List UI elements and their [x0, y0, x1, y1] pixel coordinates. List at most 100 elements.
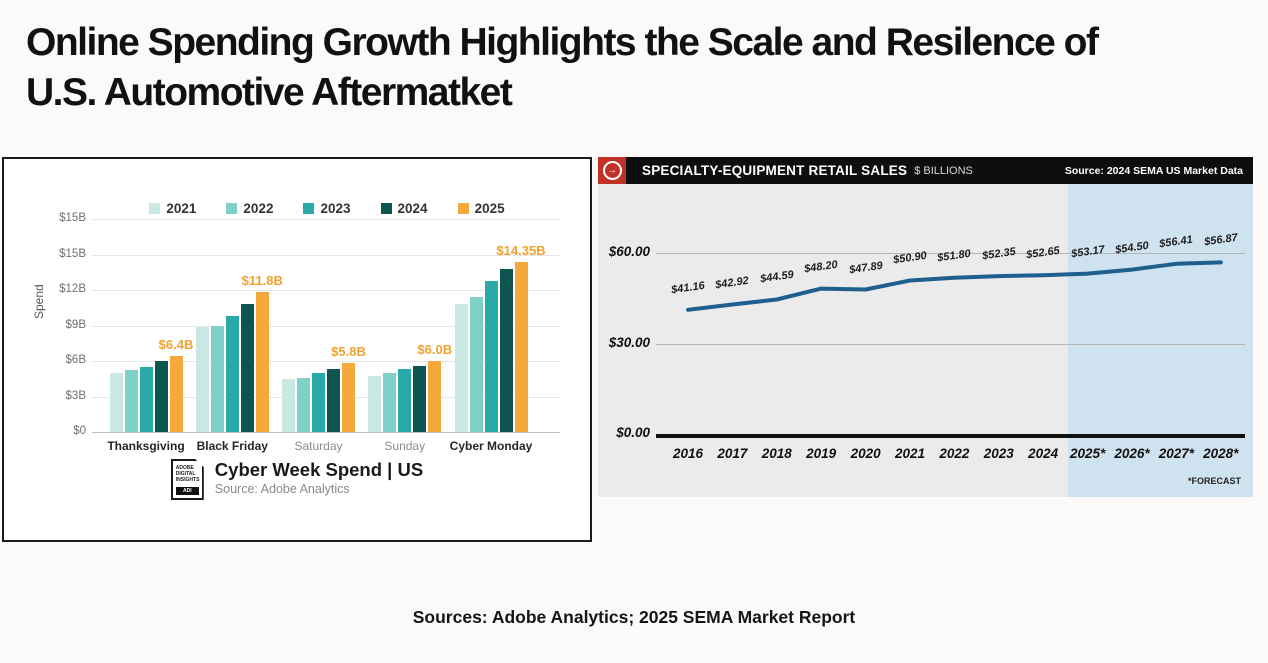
bar-value-label: $6.0B	[417, 342, 453, 357]
bar-2024	[499, 268, 513, 432]
bar-chart: $15B $15B $12B $9B $6B $3B $0 $6.4B Thanksgiving…	[4, 159, 590, 540]
y-tick-label: $15B	[59, 247, 86, 260]
forecast-note: *FORECAST	[1187, 476, 1241, 486]
bar-chart-footer: ADOBE DIGITAL INSIGHTS ADI Cyber Week Sp…	[4, 459, 590, 500]
legend-swatch	[149, 203, 161, 214]
y-tick-label: $0	[73, 425, 86, 437]
x-tick-label: 2016	[672, 446, 704, 461]
bar-2025	[342, 363, 355, 432]
y-tick-label: $3B	[65, 389, 86, 402]
sources-line: Sources: Adobe Analytics; 2025 SEMA Mark…	[412, 607, 856, 627]
arrow-right-icon: →	[602, 161, 622, 180]
sema-chart-units: $ BILLIONS	[914, 164, 973, 177]
page-title-line2: U.S. Automotive Aftermatket	[26, 71, 513, 114]
gridline	[92, 432, 560, 433]
badge-bar: ADI	[175, 487, 199, 495]
bar-value-label: $5.8B	[331, 344, 366, 360]
x-tick-label: 2019	[806, 446, 837, 461]
bar-2021	[454, 304, 468, 432]
x-tick-label: 2028*	[1203, 446, 1239, 461]
gridline	[92, 361, 560, 362]
forecast-region	[1068, 184, 1253, 497]
bar-chart-title: Cyber Week Spend | US	[214, 459, 424, 480]
x-tick-label: 2022	[939, 446, 970, 461]
bar-2021	[109, 372, 123, 432]
bar-2023	[225, 316, 239, 432]
bar-2024	[327, 369, 340, 432]
x-tick-label: 2017	[717, 446, 748, 461]
category-label: Saturday	[294, 439, 343, 453]
bar-2022	[210, 325, 224, 432]
legend-swatch	[457, 203, 469, 214]
bar-2022	[297, 377, 310, 432]
y-tick-label: $30.00	[608, 334, 650, 350]
legend-swatch	[303, 203, 315, 214]
category-label: Black Friday	[196, 439, 268, 453]
gridline	[656, 343, 1245, 345]
x-tick-label: 2025*	[1069, 446, 1106, 461]
bar-2023	[312, 372, 325, 432]
bar-2025	[514, 262, 528, 432]
gridline	[656, 253, 1245, 254]
y-tick-label: $12B	[59, 283, 86, 295]
gridline	[656, 434, 1245, 438]
x-tick-label: 2021	[894, 446, 926, 461]
category-label: Cyber Monday	[449, 439, 533, 453]
bar-2023	[139, 366, 153, 432]
legend-label: 2023	[320, 201, 351, 216]
sema-chart-header: → SPECIALTY-EQUIPMENT RETAIL SALES $ BIL…	[598, 157, 1253, 184]
gridline	[92, 290, 560, 291]
page-title: Online Spending Growth Highlights the Sc…	[26, 18, 1099, 118]
bar-2022	[124, 370, 138, 432]
y-tick-label: $15B	[59, 212, 86, 224]
legend-label: 2021	[166, 201, 197, 216]
bar-2024	[413, 365, 427, 432]
x-tick-label: 2027*	[1158, 446, 1195, 461]
bar-2021	[282, 378, 295, 432]
x-tick-label: 2018	[761, 446, 792, 461]
bar-2023	[484, 280, 498, 432]
x-tick-label: 2026*	[1114, 446, 1150, 461]
gridline	[92, 219, 560, 220]
bar-2024	[154, 361, 168, 432]
bar-2023	[398, 369, 412, 432]
legend-item: 2023	[303, 201, 351, 216]
gridline	[92, 396, 560, 398]
legend-item: 2025	[457, 201, 505, 216]
y-tick-label: $60.00	[608, 244, 650, 259]
sema-chart-title: SPECIALTY-EQUIPMENT RETAIL SALES	[642, 163, 908, 178]
bar-2025	[169, 356, 183, 432]
sema-chart-source: Source: 2024 SEMA US Market Data	[1064, 164, 1243, 177]
bar-2025	[428, 361, 442, 432]
red-arrow-box: →	[598, 157, 626, 184]
sema-chart-panel: → SPECIALTY-EQUIPMENT RETAIL SALES $ BIL…	[598, 157, 1268, 663]
bar-2022	[469, 297, 483, 432]
legend-item: 2021	[149, 201, 196, 216]
bar-2021	[195, 326, 209, 432]
bar-2022	[383, 372, 397, 432]
category-label: Thanksgiving	[107, 439, 185, 453]
bar-value-label: $6.4B	[158, 337, 194, 353]
legend-label: 2022	[243, 201, 274, 216]
gridline	[92, 254, 560, 256]
bar-chart-legend: 2021 2022 2023 2024 2025	[64, 201, 590, 216]
y-axis-title: Spend	[32, 284, 46, 319]
y-tick-label: $9B	[65, 318, 86, 331]
legend-item: 2024	[380, 201, 428, 216]
category-label: Sunday	[384, 439, 426, 453]
bar-value-label: $11.8B	[241, 273, 283, 289]
bar-2021	[368, 376, 382, 432]
legend-swatch	[226, 203, 238, 214]
legend-swatch	[380, 203, 392, 214]
legend-label: 2024	[397, 201, 428, 216]
legend-label: 2025	[474, 201, 505, 216]
bar-value-label: $14.35B	[496, 243, 546, 259]
badge-text: ADOBE DIGITAL INSIGHTS	[175, 465, 200, 483]
bar-chart-source: Source: Adobe Analytics	[214, 482, 350, 496]
cyber-week-chart-panel: 2021 2022 2023 2024 2025 $15B $15B $12B $9B $6B $…	[2, 157, 592, 542]
x-tick-label: 2024	[1028, 446, 1059, 461]
bar-2025	[255, 292, 269, 432]
y-tick-label: $0.00	[616, 425, 650, 440]
line-chart: *FORECAST $60.00 $30.00 $0.00 $41.16 2016 $42…	[598, 184, 1253, 497]
